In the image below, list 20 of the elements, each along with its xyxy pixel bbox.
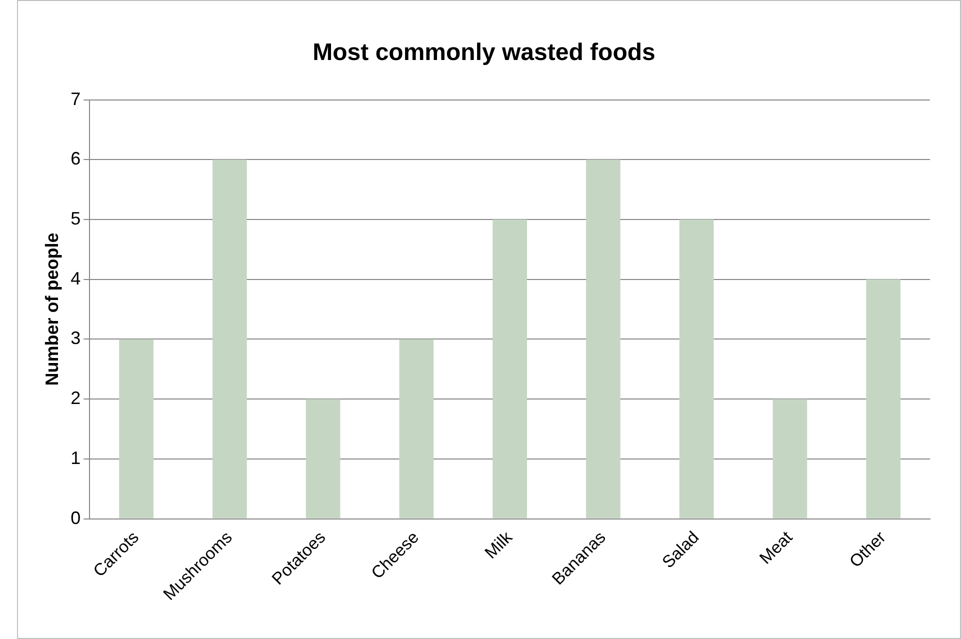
bar [399, 339, 434, 518]
y-tick-label: 0 [70, 508, 81, 528]
bar [492, 220, 527, 518]
y-tick-label: 6 [70, 148, 81, 169]
bar [679, 220, 714, 518]
bar [212, 160, 247, 518]
bar [586, 160, 620, 518]
bar [772, 399, 808, 518]
bar [866, 279, 900, 518]
y-tick-label: 3 [70, 328, 81, 348]
bar [119, 339, 154, 518]
y-tick-label: 1 [70, 448, 81, 468]
y-tick-label: 5 [70, 208, 81, 228]
y-tick-label: 4 [70, 268, 81, 288]
bar [306, 399, 340, 518]
chart-title: Most commonly wasted foods [312, 39, 656, 66]
y-tick-label: 7 [70, 88, 81, 109]
x-tick-label: Milk [481, 527, 516, 563]
y-tick-label: 2 [70, 388, 81, 408]
y-axis-title: Number of people [42, 232, 62, 386]
